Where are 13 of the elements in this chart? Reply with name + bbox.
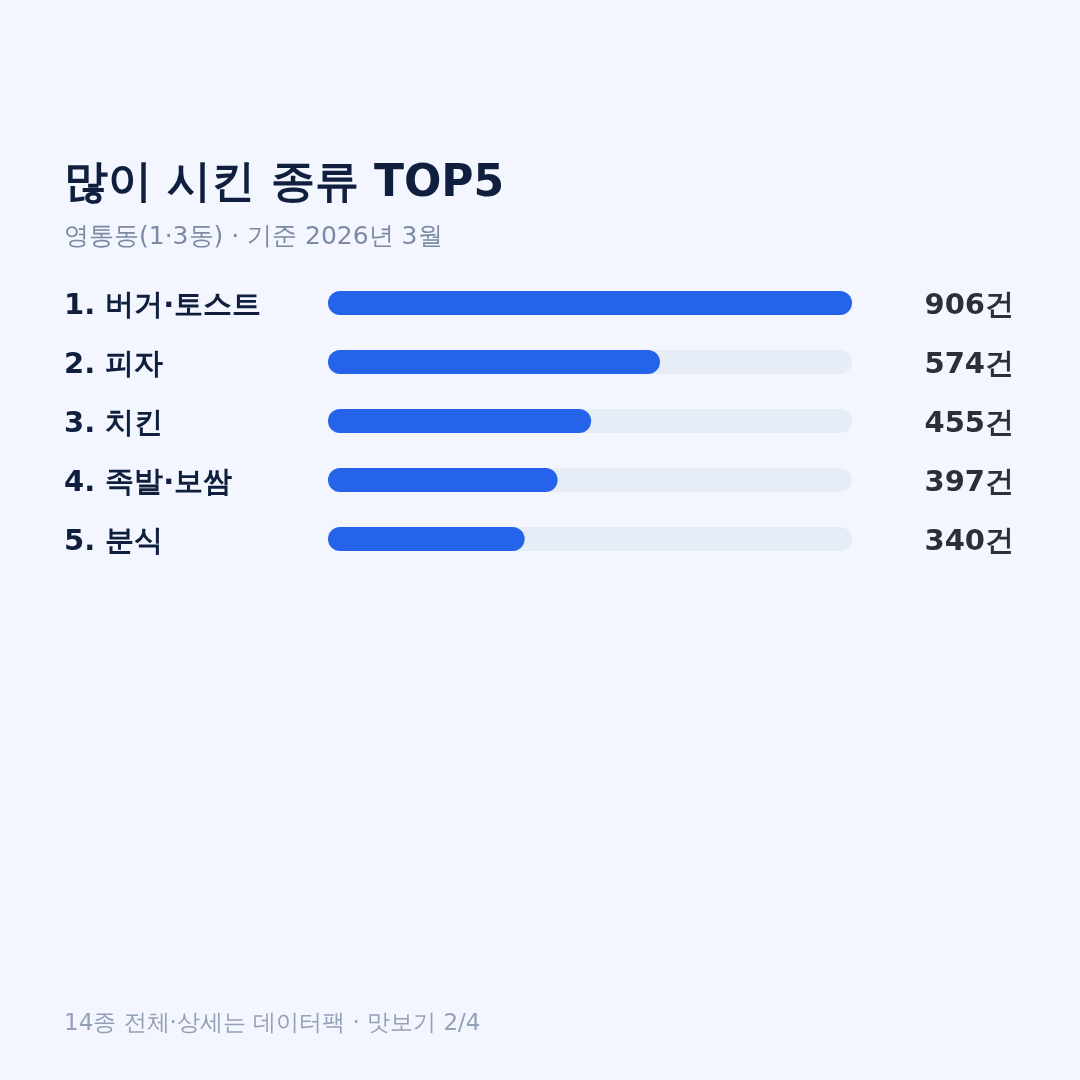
y-tick-label: 2. 피자 xyxy=(64,346,164,380)
data-label: 397건 xyxy=(924,464,1014,498)
text: 14종 전체·상세는 데이터팩 · 맛보기 2/4 xyxy=(64,1009,481,1035)
y-tick-label: 4. 족발·보쌈 xyxy=(64,464,233,498)
data-label: 340건 xyxy=(924,523,1014,557)
chart-title: 많이 시킨 종류 TOP5 xyxy=(64,155,505,206)
data-label: 906건 xyxy=(924,287,1014,321)
data-label: 455건 xyxy=(924,405,1014,439)
chart-subtitle: 영통동(1·3동) · 기준 2026년 3월 xyxy=(64,221,443,250)
y-tick-label: 5. 분식 xyxy=(64,523,164,557)
y-tick-label: 1. 버거·토스트 xyxy=(64,287,262,321)
data-label: 574건 xyxy=(924,346,1014,380)
y-tick-label: 3. 치킨 xyxy=(64,405,164,439)
